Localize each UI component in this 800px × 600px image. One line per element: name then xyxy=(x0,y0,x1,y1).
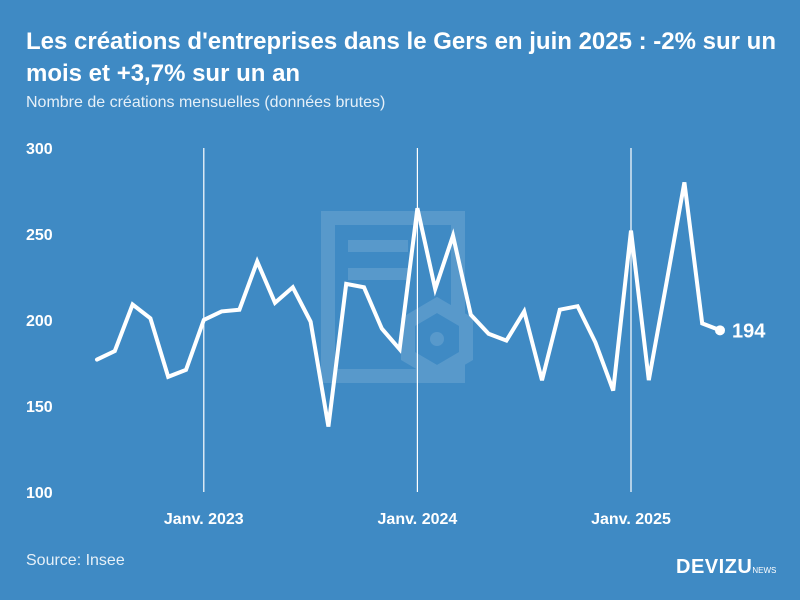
y-axis: 100 150 200 250 300 xyxy=(26,141,53,502)
chart-title: Les créations d'entreprises dans le Gers… xyxy=(26,28,776,87)
series-layer: 194 xyxy=(95,182,766,427)
brand-name: DEVIZU xyxy=(676,556,753,578)
y-tick-label: 200 xyxy=(26,313,53,330)
brand-logo: DEVIZUNEWS xyxy=(676,556,776,579)
x-axis: Janv. 2023 Janv. 2024 Janv. 2025 xyxy=(164,148,671,528)
chart-subtitle: Nombre de créations mensuelles (données … xyxy=(26,94,386,111)
source-note: Source: Insee xyxy=(26,552,125,569)
series-line xyxy=(95,182,722,427)
last-value-label: 194 xyxy=(732,320,766,342)
brand-sub: NEWS xyxy=(752,566,777,575)
y-tick-label: 300 xyxy=(26,141,53,158)
document-watermark-icon xyxy=(321,211,473,383)
x-tick-label: Janv. 2024 xyxy=(378,511,458,528)
x-tick-label: Janv. 2025 xyxy=(591,511,671,528)
y-tick-label: 150 xyxy=(26,399,53,416)
x-tick-label: Janv. 2023 xyxy=(164,511,244,528)
y-tick-label: 100 xyxy=(26,485,53,502)
y-tick-label: 250 xyxy=(26,227,53,244)
last-point-marker xyxy=(715,325,725,336)
